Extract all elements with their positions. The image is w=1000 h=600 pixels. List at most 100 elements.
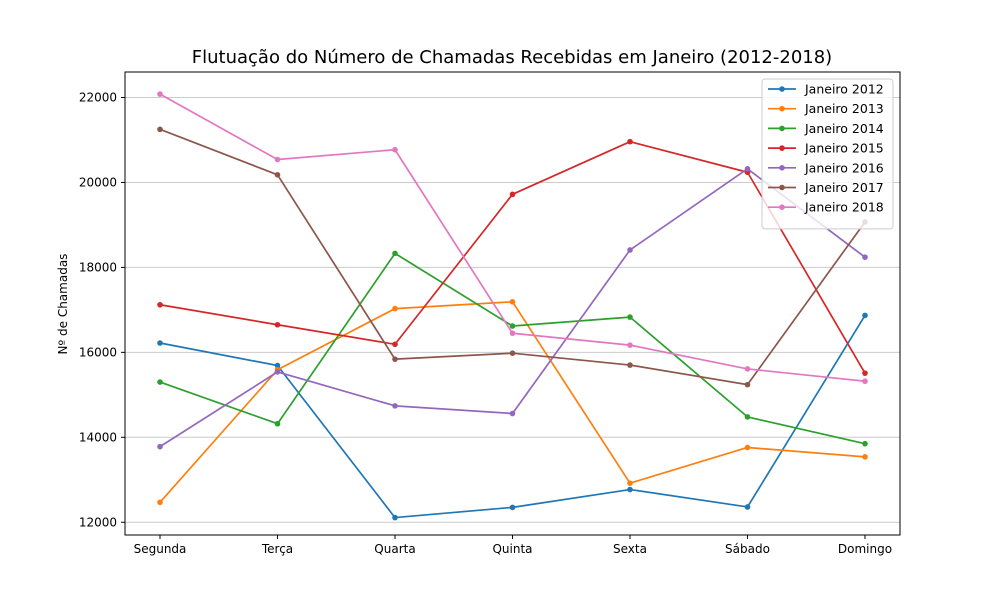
data-point	[509, 330, 516, 337]
legend-marker	[779, 105, 785, 112]
series-janeiro-2017	[157, 126, 868, 388]
data-point	[157, 91, 163, 97]
data-point	[509, 323, 516, 329]
series-line	[159, 167, 866, 448]
y-axis: 12000 14000 16000 18000 20000 22000	[79, 90, 125, 529]
series-janeiro-2013	[157, 299, 868, 506]
legend-label: Janeiro 2015	[804, 141, 884, 156]
y-tick-label: 18000	[79, 260, 117, 274]
chart-title: Flutuação do Número de Chamadas Recebida…	[192, 47, 832, 68]
legend-item: Janeiro 2013	[768, 101, 884, 116]
x-tick-label: Quarta	[374, 542, 415, 556]
x-tick-label: Quinta	[492, 542, 532, 556]
data-point	[157, 340, 163, 346]
y-tick-label: 14000	[79, 430, 117, 444]
data-point	[274, 369, 281, 375]
data-point	[509, 350, 516, 356]
legend-item: Janeiro 2015	[768, 141, 884, 156]
legend-marker	[779, 86, 785, 92]
data-point	[509, 191, 516, 198]
data-point	[862, 312, 868, 319]
series-layer	[157, 91, 868, 521]
series-janeiro-2018	[157, 91, 868, 385]
data-point	[392, 305, 398, 312]
y-tick-label: 16000	[79, 345, 117, 359]
series-line	[159, 314, 866, 519]
legend-item: Janeiro 2017	[768, 180, 884, 195]
data-point	[862, 378, 868, 385]
data-point	[744, 381, 751, 388]
data-point	[509, 410, 516, 417]
data-point	[744, 166, 751, 172]
data-point	[157, 443, 163, 450]
y-tick-label: 12000	[79, 515, 117, 529]
x-axis: Segunda Terça Quarta Quinta Sexta Sábado Domin…	[134, 535, 892, 556]
data-point	[627, 314, 633, 320]
legend-label: Janeiro 2016	[804, 160, 884, 175]
data-point	[862, 370, 868, 376]
legend-item: Janeiro 2014	[768, 121, 884, 136]
data-point	[274, 321, 281, 328]
legend-item: Janeiro 2016	[768, 160, 884, 175]
data-point	[627, 247, 633, 253]
x-tick-label: Domingo	[838, 542, 892, 556]
legend-label: Janeiro 2013	[804, 101, 884, 116]
data-point	[627, 342, 633, 348]
y-tick-label: 22000	[79, 90, 117, 104]
data-point	[392, 356, 398, 362]
data-point	[862, 440, 868, 447]
data-point	[509, 299, 516, 305]
legend-label: Janeiro 2014	[804, 121, 884, 136]
legend-item: Janeiro 2012	[768, 82, 884, 97]
legend-marker	[779, 204, 785, 210]
data-point	[274, 171, 281, 178]
data-point	[627, 138, 633, 145]
data-point	[157, 126, 163, 133]
data-point	[392, 146, 398, 153]
data-point	[509, 504, 516, 511]
y-tick-label: 20000	[79, 175, 117, 189]
legend-box	[761, 78, 894, 230]
legend-label: Janeiro 2018	[804, 200, 884, 215]
data-point	[392, 403, 398, 409]
series-janeiro-2016	[157, 166, 868, 450]
data-point	[274, 362, 281, 369]
legend-marker	[779, 165, 785, 171]
legend-label: Janeiro 2012	[804, 82, 884, 97]
legend-label: Janeiro 2017	[804, 180, 884, 195]
series-line	[159, 140, 866, 374]
data-point	[627, 486, 633, 493]
x-tick-label: Sexta	[613, 542, 647, 556]
data-point	[157, 301, 163, 308]
x-tick-label: Sábado	[725, 542, 770, 556]
data-point	[744, 504, 751, 510]
data-point	[392, 250, 398, 257]
legend-marker	[779, 125, 785, 132]
legend-marker	[779, 184, 785, 191]
legend-marker	[779, 145, 785, 151]
data-point	[627, 362, 633, 368]
data-point	[392, 341, 398, 348]
legend: Janeiro 2012 Janeiro 2013 Janeiro 2014 Jane…	[761, 78, 894, 230]
series-janeiro-2015	[157, 138, 868, 376]
x-tick-label: Terça	[261, 542, 293, 556]
data-point	[157, 499, 163, 506]
series-janeiro-2012	[157, 312, 868, 521]
series-line	[159, 128, 866, 386]
data-point	[392, 514, 398, 521]
series-janeiro-2014	[157, 250, 868, 447]
data-point	[744, 366, 751, 372]
data-point	[157, 379, 163, 385]
data-point	[274, 156, 281, 163]
data-point	[862, 454, 868, 460]
data-point	[744, 444, 751, 451]
series-line	[159, 93, 866, 383]
legend-item: Janeiro 2018	[768, 200, 884, 215]
data-point	[274, 420, 281, 427]
x-tick-label: Segunda	[134, 542, 187, 556]
y-axis-label: Nº de Chamadas	[56, 254, 70, 355]
data-point	[627, 480, 633, 486]
data-point	[862, 254, 868, 260]
